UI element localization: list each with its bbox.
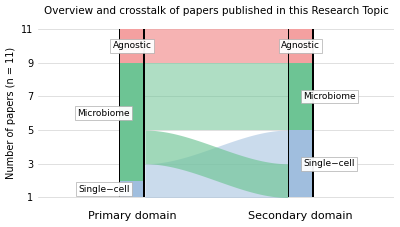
Bar bbox=[289, 130, 312, 197]
Title: Overview and crosstalk of papers published in this Research Topic: Overview and crosstalk of papers publish… bbox=[44, 5, 389, 16]
Text: Single−cell: Single−cell bbox=[78, 185, 130, 194]
Bar bbox=[288, 29, 314, 197]
Bar bbox=[120, 29, 144, 63]
Bar bbox=[289, 63, 312, 130]
Bar bbox=[119, 29, 145, 197]
Bar bbox=[289, 29, 312, 63]
Text: Single−cell: Single−cell bbox=[303, 159, 354, 168]
Text: Agnostic: Agnostic bbox=[112, 41, 152, 50]
Text: Agnostic: Agnostic bbox=[281, 41, 320, 50]
Text: Microbiome: Microbiome bbox=[303, 92, 356, 101]
Bar bbox=[120, 181, 144, 197]
Text: Microbiome: Microbiome bbox=[77, 109, 130, 118]
Y-axis label: Number of papers (n = 11): Number of papers (n = 11) bbox=[6, 47, 16, 179]
Bar bbox=[120, 63, 144, 181]
